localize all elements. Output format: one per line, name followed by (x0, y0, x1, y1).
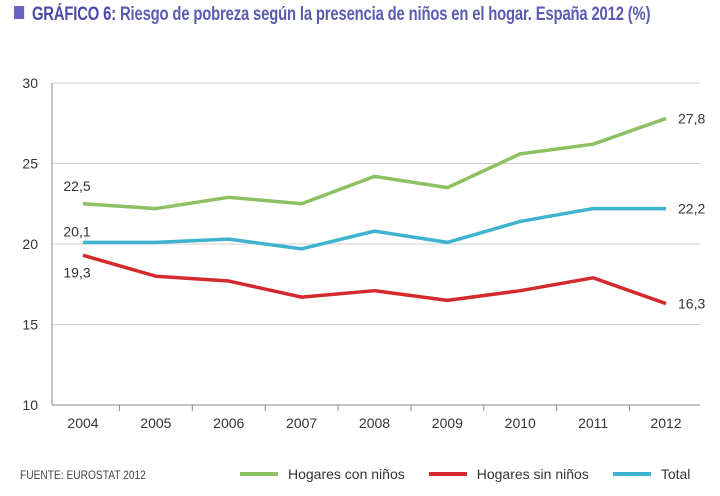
y-tick-label: 15 (22, 317, 38, 333)
title-lead: GRÁFICO 6: (31, 4, 117, 25)
x-tick-label: 2010 (505, 415, 536, 431)
source-note: FUENTE: EUROSTAT 2012 (20, 468, 146, 482)
legend-swatch-icon (240, 472, 278, 476)
legend-label: Total (660, 466, 691, 482)
legend-label: Hogares con niños (288, 466, 405, 482)
series-line-1 (82, 253, 667, 306)
x-tick-label: 2012 (650, 415, 681, 431)
data-label-last: 16,3 (678, 296, 705, 312)
x-tick-label: 2011 (578, 415, 608, 431)
legend-swatch-icon (612, 472, 651, 476)
x-tick-label: 2004 (67, 415, 98, 431)
chart-title: GRÁFICO 6: Riesgo de pobreza según la pr… (14, 4, 651, 26)
series-line-2 (83, 206, 666, 251)
x-tick-label: 2007 (286, 415, 317, 431)
data-label-first: 19,3 (63, 264, 90, 280)
y-tick-label: 20 (22, 236, 38, 252)
x-tick-label: 2008 (359, 415, 390, 431)
title-square-icon (14, 6, 25, 19)
data-label-last: 22,2 (678, 201, 705, 217)
legend-item: Total (612, 466, 691, 482)
y-tick-label: 25 (22, 156, 38, 172)
data-label-first: 22,5 (63, 178, 90, 194)
legend-swatch-icon (428, 472, 467, 476)
data-label-first: 20,1 (63, 223, 90, 239)
legend: Hogares con niños Hogares sin niños Total (240, 466, 704, 482)
x-tick-label: 2009 (432, 415, 463, 431)
data-label-last: 27,8 (678, 110, 705, 126)
y-tick-label: 30 (22, 75, 38, 91)
x-tick-label: 2006 (213, 415, 244, 431)
legend-item: Hogares con niños (240, 466, 405, 482)
legend-label: Hogares sin niños (476, 466, 589, 482)
legend-item: Hogares sin niños (428, 466, 589, 482)
x-tick-label: 2005 (140, 415, 171, 431)
y-tick-label: 10 (22, 397, 38, 413)
title-text: Riesgo de pobreza según la presencia de … (119, 4, 651, 25)
